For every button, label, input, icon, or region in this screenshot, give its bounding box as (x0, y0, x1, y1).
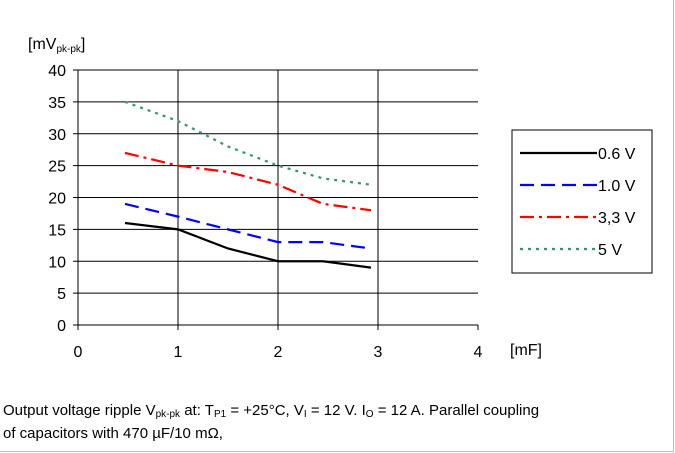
y-tick-label: 5 (57, 286, 66, 303)
caption-sub-4: O (365, 409, 374, 420)
y-axis-label-sub: pk-pk (56, 44, 81, 55)
series-layer (124, 100, 372, 269)
y-tick-label: 10 (48, 254, 66, 271)
caption-sub-1: pk-pk (155, 409, 181, 420)
y-tick-label: 40 (48, 63, 66, 80)
legend-label-3: 3,3 V (598, 210, 636, 227)
y-tick-label: 0 (57, 318, 66, 335)
caption-text-2: at: T (180, 402, 214, 419)
y-tick-label: 20 (48, 191, 66, 208)
caption-text-1: Output voltage ripple V (3, 402, 156, 419)
x-tick-label: 3 (374, 344, 383, 361)
caption-text-3: = +25°C, V (226, 402, 304, 419)
series-line-2 (124, 202, 372, 250)
legend-label-4: 5 V (598, 242, 622, 259)
axis-ticks: 0 5 10 15 20 25 30 35 40 0 1 2 3 4 (48, 63, 482, 361)
caption-text-4: = 12 V. I (306, 402, 366, 419)
x-tick-label: 2 (274, 344, 283, 361)
series-line-3 (124, 151, 372, 212)
caption-sub-3: I (303, 409, 307, 420)
legend-label-2: 1.0 V (598, 178, 636, 195)
y-axis-label: [mVpk-pk] (28, 36, 85, 59)
legend-label-1: 0.6 V (598, 146, 636, 163)
x-tick-label: 4 (474, 344, 483, 361)
series-line-4 (124, 100, 372, 186)
y-tick-label: 25 (48, 159, 66, 176)
figure-caption: Output voltage ripple Vpk-pk at: TP1 = +… (3, 401, 673, 443)
y-axis-label-end: ] (80, 36, 86, 53)
x-axis-label: [mF] (510, 342, 542, 359)
y-axis-label-main: [mV (28, 36, 57, 53)
y-tick-label: 35 (48, 95, 66, 112)
ripple-chart: 0 5 10 15 20 25 30 35 40 0 1 2 3 4 0.6 V 1.0 V 3,3 V 5 V (48, 63, 653, 361)
caption-text-5: = 12 A. Parallel coupling (373, 402, 540, 419)
x-tick-label: 0 (74, 344, 83, 361)
caption-line-2: of capacitors with 470 µF/10 mΩ, (3, 425, 223, 442)
y-tick-label: 15 (48, 222, 66, 239)
series-line-1 (124, 221, 372, 269)
grid (77, 69, 478, 326)
x-tick-label: 1 (174, 344, 183, 361)
legend: 0.6 V 1.0 V 3,3 V 5 V (511, 129, 653, 274)
caption-sub-2: P1 (213, 409, 227, 420)
y-tick-label: 30 (48, 127, 66, 144)
caption-line-1: Output voltage ripple Vpk-pk at: TP1 = +… (3, 401, 673, 424)
